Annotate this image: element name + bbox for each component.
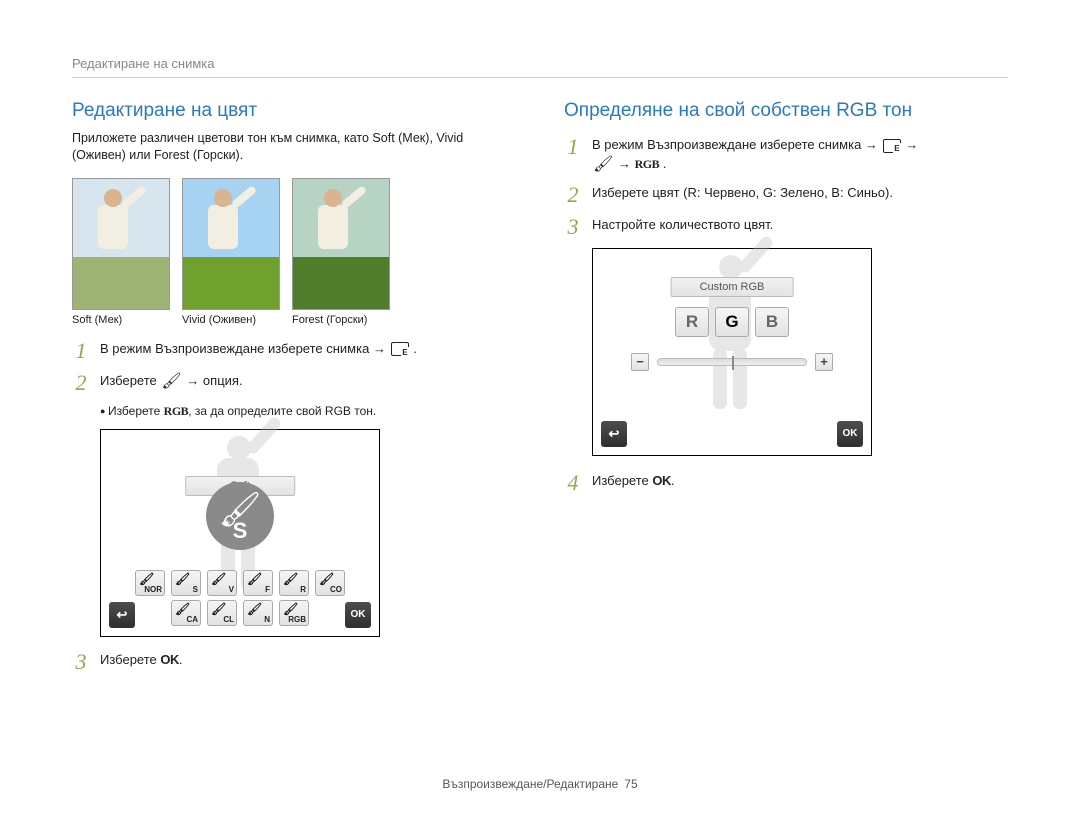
thumb-soft-caption: Soft (Мек) xyxy=(72,314,170,326)
rgb-slider[interactable]: − + xyxy=(631,353,833,371)
left-step1-text: В режим Възпроизвеждане изберете снимка … xyxy=(100,340,516,359)
right-step2-text: Изберете цвят (R: Червено, G: Зелено, B:… xyxy=(592,184,1008,203)
right-column: Определяне на свой собствен RGB тон 1 В … xyxy=(564,100,1008,683)
right-step4-num: 4 xyxy=(564,472,582,494)
edit-frame-icon xyxy=(391,341,409,357)
rgb-icon-text: RGB xyxy=(164,404,189,418)
tool-chip-co[interactable]: 🖌CO xyxy=(315,570,345,596)
thumb-vivid xyxy=(182,178,280,310)
brush-icon: 🖌 xyxy=(161,373,181,389)
rgb-icon-text: RGB xyxy=(635,157,660,171)
thumb-forest xyxy=(292,178,390,310)
left-preview: Soft 🖌 S 🖌NOR🖌S🖌V🖌F🖌R🖌CO 🖌CA🖌CL🖌N🖌RGB ↩ … xyxy=(100,429,380,637)
left-step3-text: Изберете OK. xyxy=(100,651,516,670)
tone-thumbnails: Soft (Мек) Vivid (Оживен) Forest (Горски… xyxy=(72,178,516,326)
brush-icon: 🖌 xyxy=(593,156,613,172)
rgb-chip-g[interactable]: G xyxy=(715,307,749,337)
tool-chip-cl[interactable]: 🖌CL xyxy=(207,600,237,626)
tool-chip-rgb[interactable]: 🖌RGB xyxy=(279,600,309,626)
right-step1-num: 1 xyxy=(564,136,582,158)
tool-chip-rows: 🖌NOR🖌S🖌V🖌F🖌R🖌CO 🖌CA🖌CL🖌N🖌RGB xyxy=(111,566,369,626)
right-step1-text: В режим Възпроизвеждане изберете снимка … xyxy=(592,136,1008,174)
edit-frame-icon xyxy=(883,138,901,154)
back-button[interactable]: ↩ xyxy=(109,602,135,628)
left-bullet: Изберете RGB, за да определите свой RGB … xyxy=(100,404,516,419)
left-step2-text: Изберете 🖌 → опция. xyxy=(100,372,516,391)
left-step3-num: 3 xyxy=(72,651,90,673)
tool-chip-f[interactable]: 🖌F xyxy=(243,570,273,596)
tool-chip-r[interactable]: 🖌R xyxy=(279,570,309,596)
right-step4-text: Изберете OK. xyxy=(592,472,1008,491)
left-step2-num: 2 xyxy=(72,372,90,394)
left-intro: Приложете различен цветови тон към снимк… xyxy=(72,130,516,164)
section-title-left: Редактиране на цвят xyxy=(72,100,516,122)
right-preview-label: Custom RGB xyxy=(671,277,794,297)
thumb-vivid-caption: Vivid (Оживен) xyxy=(182,314,280,326)
right-preview: Custom RGB RGB − + ↩ OK xyxy=(592,248,872,456)
tool-chip-ca[interactable]: 🖌CA xyxy=(171,600,201,626)
right-step3-num: 3 xyxy=(564,216,582,238)
ok-button[interactable]: OK xyxy=(837,421,863,447)
rgb-chip-b[interactable]: B xyxy=(755,307,789,337)
breadcrumb: Редактиране на снимка xyxy=(72,56,1008,71)
right-step3-text: Настройте количеството цвят. xyxy=(592,216,1008,235)
slider-track[interactable] xyxy=(657,358,807,366)
tool-chip-v[interactable]: 🖌V xyxy=(207,570,237,596)
section-title-right: Определяне на свой собствен RGB тон xyxy=(564,100,1008,122)
minus-button[interactable]: − xyxy=(631,353,649,371)
thumb-soft xyxy=(72,178,170,310)
rgb-chip-r[interactable]: R xyxy=(675,307,709,337)
page-footer: Възпроизвеждане/Редактиране75 xyxy=(0,777,1080,791)
thumb-forest-caption: Forest (Горски) xyxy=(292,314,390,326)
left-column: Редактиране на цвят Приложете различен ц… xyxy=(72,100,516,683)
tool-chip-s[interactable]: 🖌S xyxy=(171,570,201,596)
ok-button[interactable]: OK xyxy=(345,602,371,628)
plus-button[interactable]: + xyxy=(815,353,833,371)
header-rule xyxy=(72,77,1008,78)
back-button[interactable]: ↩ xyxy=(601,421,627,447)
tool-chip-n[interactable]: 🖌N xyxy=(243,600,273,626)
tool-chip-nor[interactable]: 🖌NOR xyxy=(135,570,165,596)
right-step2-num: 2 xyxy=(564,184,582,206)
left-step1-num: 1 xyxy=(72,340,90,362)
rgb-channel-chips: RGB xyxy=(675,307,789,337)
soft-badge: 🖌 S xyxy=(206,482,274,550)
